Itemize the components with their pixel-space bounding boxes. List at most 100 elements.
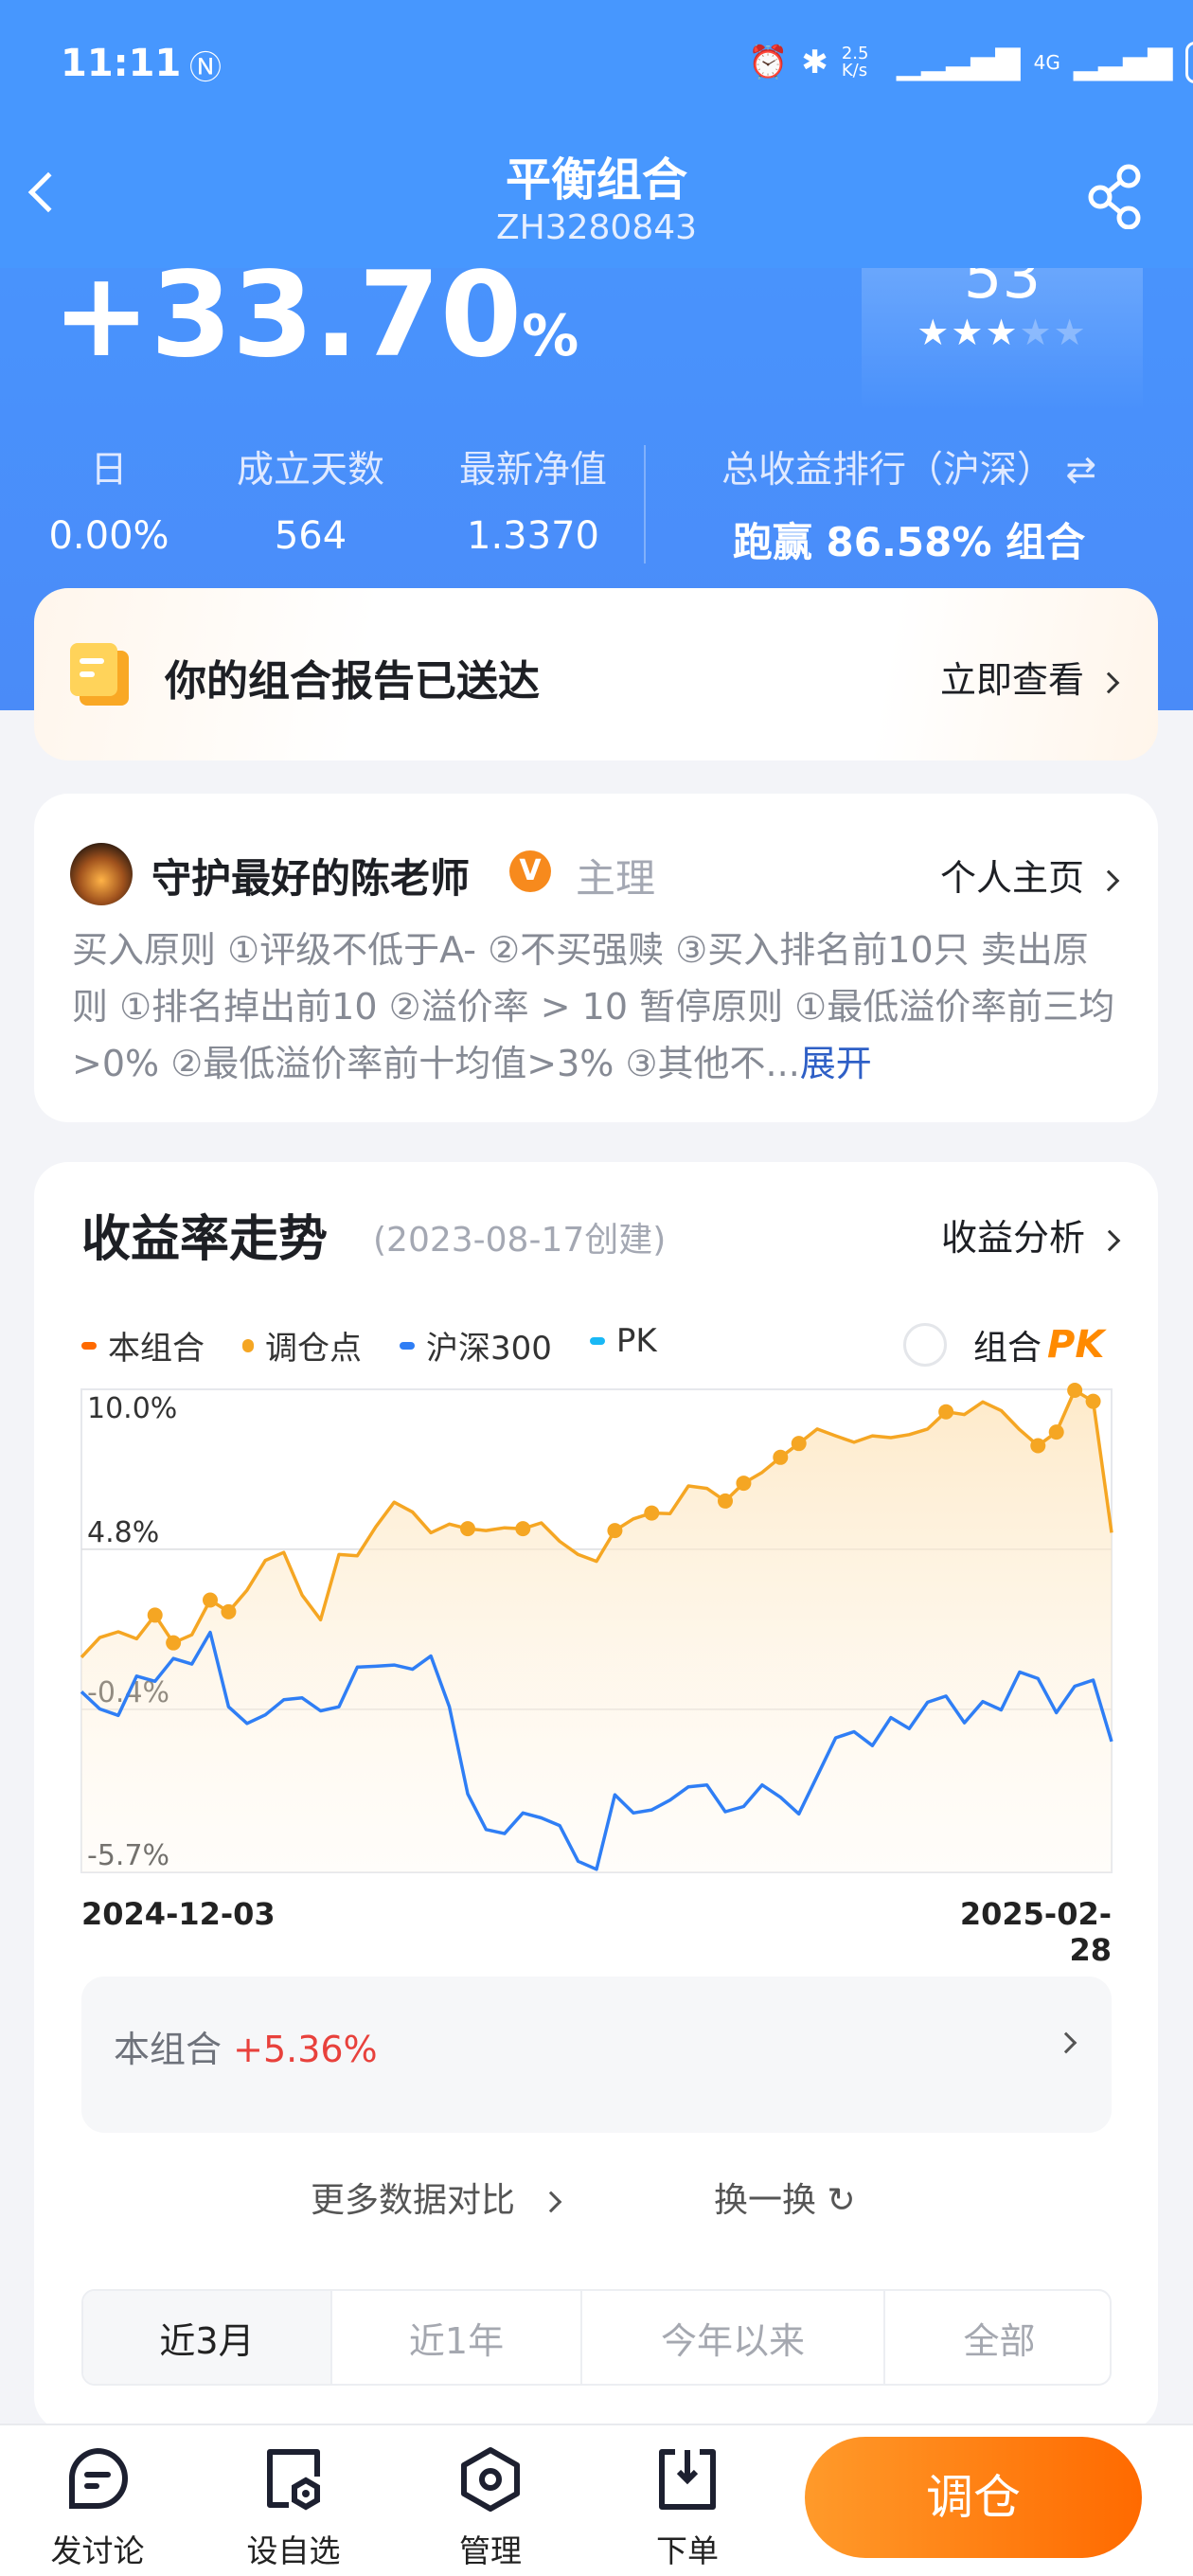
analysis-label: 收益分析: [940, 1217, 1085, 1259]
rebalance-point: [147, 1607, 163, 1623]
score-value: 53: [963, 242, 1042, 313]
view-report-link[interactable]: 立即查看: [939, 651, 1120, 703]
stat-value: 1.3370: [467, 514, 599, 558]
nav-watchlist[interactable]: 设自选: [227, 2446, 360, 2571]
star-filled-icon: ★: [917, 312, 952, 353]
description-text: 买入原则 ①评级不低于A- ②不买强赎 ③买入排名前10只 卖出原则 ①排名掉出…: [72, 929, 1115, 1084]
tab-ytd[interactable]: 今年以来: [582, 2291, 885, 2384]
nav-label: 下单: [656, 2532, 719, 2569]
battery-icon: 62: [1185, 42, 1193, 83]
strategy-description: 买入原则 ①评级不低于A- ②不买强赎 ③买入排名前10只 卖出原则 ①排名掉出…: [72, 921, 1123, 1092]
legend-item-portfolio[interactable]: 本组合: [81, 1322, 205, 1368]
page-title: 平衡组合: [505, 153, 687, 206]
nav-label: 设自选: [246, 2532, 341, 2569]
stat-label: 最新净值: [458, 449, 607, 492]
compare-label: 本组合: [114, 2029, 223, 2070]
nav-discuss[interactable]: 发讨论: [31, 2446, 164, 2571]
created-date: (2023-08-17创建): [373, 1221, 667, 1260]
share-icon[interactable]: [1087, 163, 1148, 229]
report-text: 你的组合报告已送达: [165, 657, 540, 706]
legend-swatch: [589, 1337, 605, 1345]
signal-icon-2: ▂▃▅▇: [1073, 44, 1173, 81]
profile-link[interactable]: 个人主页: [939, 849, 1120, 901]
back-button[interactable]: [21, 170, 69, 227]
rebalance-point: [736, 1476, 752, 1492]
star-empty-icon: ★: [1053, 312, 1088, 353]
manage-icon: [461, 2447, 520, 2512]
y-tick-label: 10.0%: [87, 1392, 177, 1425]
chevron-right-icon: [540, 2191, 562, 2213]
manager-card: 守护最好的陈老师 V 主理 个人主页 买入原则 ①评级不低于A- ②不买强赎 ③…: [34, 794, 1158, 1122]
swap-link[interactable]: 换一换 ↻: [714, 2173, 856, 2222]
rebalance-point: [1085, 1393, 1101, 1409]
x-start-label: 2024-12-03: [81, 1896, 276, 1932]
rebalance-point: [1030, 1438, 1046, 1454]
network-type: 4G: [1033, 51, 1060, 74]
stat-day: 日 0.00%: [19, 440, 199, 558]
legend-swatch: [400, 1341, 415, 1350]
chart-legend: 本组合 调仓点 沪深300 PK: [81, 1322, 657, 1368]
rebalance-point: [166, 1635, 182, 1651]
rebalance-point: [1048, 1424, 1064, 1440]
nav-order[interactable]: 下单: [621, 2446, 754, 2571]
avatar[interactable]: [70, 843, 133, 905]
score-box[interactable]: 53 ★★★★★: [862, 268, 1143, 410]
rebalance-point: [515, 1521, 531, 1537]
compare-box[interactable]: 本组合 +5.36%: [81, 1977, 1112, 2133]
net-speed: 2.5 K/s: [841, 44, 869, 80]
stat-value: 564: [274, 514, 347, 558]
rebalance-point: [1067, 1382, 1083, 1398]
switch-icon[interactable]: ⇄: [1065, 449, 1097, 492]
portfolio-code: ZH3280843: [495, 208, 698, 247]
rebalance-point: [791, 1436, 807, 1452]
ranking-prefix: 跑赢: [732, 519, 812, 565]
ranking[interactable]: 总收益排行（沪深） ⇄ 跑赢 86.58% 组合: [663, 440, 1155, 568]
tab-all[interactable]: 全部: [963, 2319, 1036, 2362]
nav-manage[interactable]: 管理: [424, 2446, 557, 2571]
nav-label: 管理: [459, 2532, 522, 2569]
chart-title: 收益率走势: [81, 1211, 329, 1268]
pk-logo: PK: [1047, 1323, 1105, 1367]
star-filled-icon: ★: [985, 312, 1020, 353]
rebalance-point: [460, 1521, 475, 1537]
pk-radio[interactable]: [903, 1323, 947, 1367]
series-line-csi300: [80, 1630, 1113, 1871]
tab-1y[interactable]: 近1年: [332, 2291, 582, 2384]
order-icon: [659, 2449, 716, 2510]
legend-item-csi300[interactable]: 沪深300: [400, 1322, 552, 1368]
legend-label: 本组合: [108, 1330, 205, 1368]
view-report-label: 立即查看: [939, 659, 1084, 701]
rebalance-button[interactable]: 调仓: [805, 2437, 1142, 2558]
swap-label: 换一换: [714, 2181, 817, 2220]
legend-swatch: [242, 1338, 254, 1352]
x-end-label: 2025-02-28: [959, 1896, 1112, 1968]
legend-label: PK: [615, 1322, 657, 1360]
manager-name[interactable]: 守护最好的陈老师: [151, 855, 471, 902]
chevron-right-icon: [1097, 671, 1120, 693]
legend-item-pk[interactable]: PK: [589, 1322, 657, 1368]
bluetooth-icon: ✱: [801, 44, 828, 81]
rating-stars: ★★★★★: [862, 312, 1143, 353]
stat-label: 日: [90, 449, 128, 492]
verified-badge-icon: V: [509, 850, 551, 892]
rebalance-point: [718, 1493, 733, 1509]
chevron-right-icon: [1055, 2031, 1077, 2054]
star-empty-icon: ★: [1019, 312, 1054, 353]
tab-3m[interactable]: 近3月: [83, 2291, 332, 2384]
return-chart[interactable]: 10.0%4.8%-0.4%-5.7%: [80, 1382, 1113, 1873]
analysis-link[interactable]: 收益分析: [940, 1208, 1121, 1261]
legend-item-rebalance[interactable]: 调仓点: [242, 1322, 362, 1368]
ranking-suffix: 组合: [1006, 519, 1086, 565]
signal-icon: ▁▂▃▅▇: [896, 44, 1021, 81]
total-return-unit: %: [522, 303, 579, 369]
more-data-link[interactable]: 更多数据对比: [311, 2173, 562, 2222]
pk-toggle[interactable]: 组合 PK: [903, 1320, 1104, 1369]
nav-label: 发讨论: [50, 2532, 145, 2569]
total-return: +33.70%: [52, 268, 579, 398]
compare-value: +5.36%: [233, 2029, 378, 2070]
report-card[interactable]: 你的组合报告已送达 立即查看: [34, 588, 1158, 760]
expand-link[interactable]: 展开: [799, 1043, 872, 1084]
profile-label: 个人主页: [939, 857, 1084, 899]
role-label: 主理: [576, 855, 656, 902]
status-time: 11:11: [61, 42, 182, 85]
